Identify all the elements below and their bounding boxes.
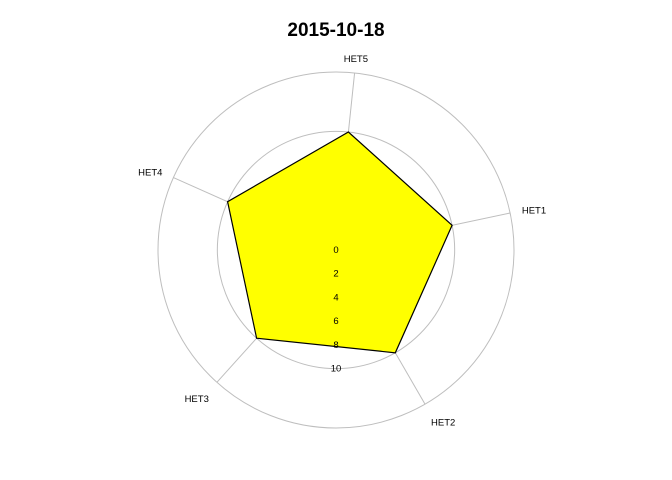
chart-title: 2015-10-18 (287, 20, 384, 41)
grid-ring-1 (216, 130, 456, 370)
grid-ring-2 (157, 71, 515, 429)
axis-label-het1: HET1 (522, 205, 546, 216)
radial-tick-2: 2 (333, 269, 338, 280)
radial-tick-6: 6 (333, 316, 338, 327)
radial-tick-10: 10 (331, 364, 342, 375)
radial-tick-4: 4 (333, 292, 338, 303)
series-polygon-0 (226, 131, 453, 354)
radial-ticks: 0 2 4 6 8 10 (331, 245, 342, 375)
series-layer (226, 131, 453, 354)
axis-label-het2: HET2 (431, 418, 455, 429)
axis-labels: HET1 HET2 HET3 HET4 HET5 (138, 54, 546, 429)
radial-tick-8: 8 (333, 340, 338, 351)
axis-label-het3: HET3 (185, 394, 209, 405)
axis-label-het5: HET5 (344, 54, 368, 65)
axis-label-het4: HET4 (138, 168, 162, 179)
radial-tick-0: 0 (333, 245, 338, 256)
